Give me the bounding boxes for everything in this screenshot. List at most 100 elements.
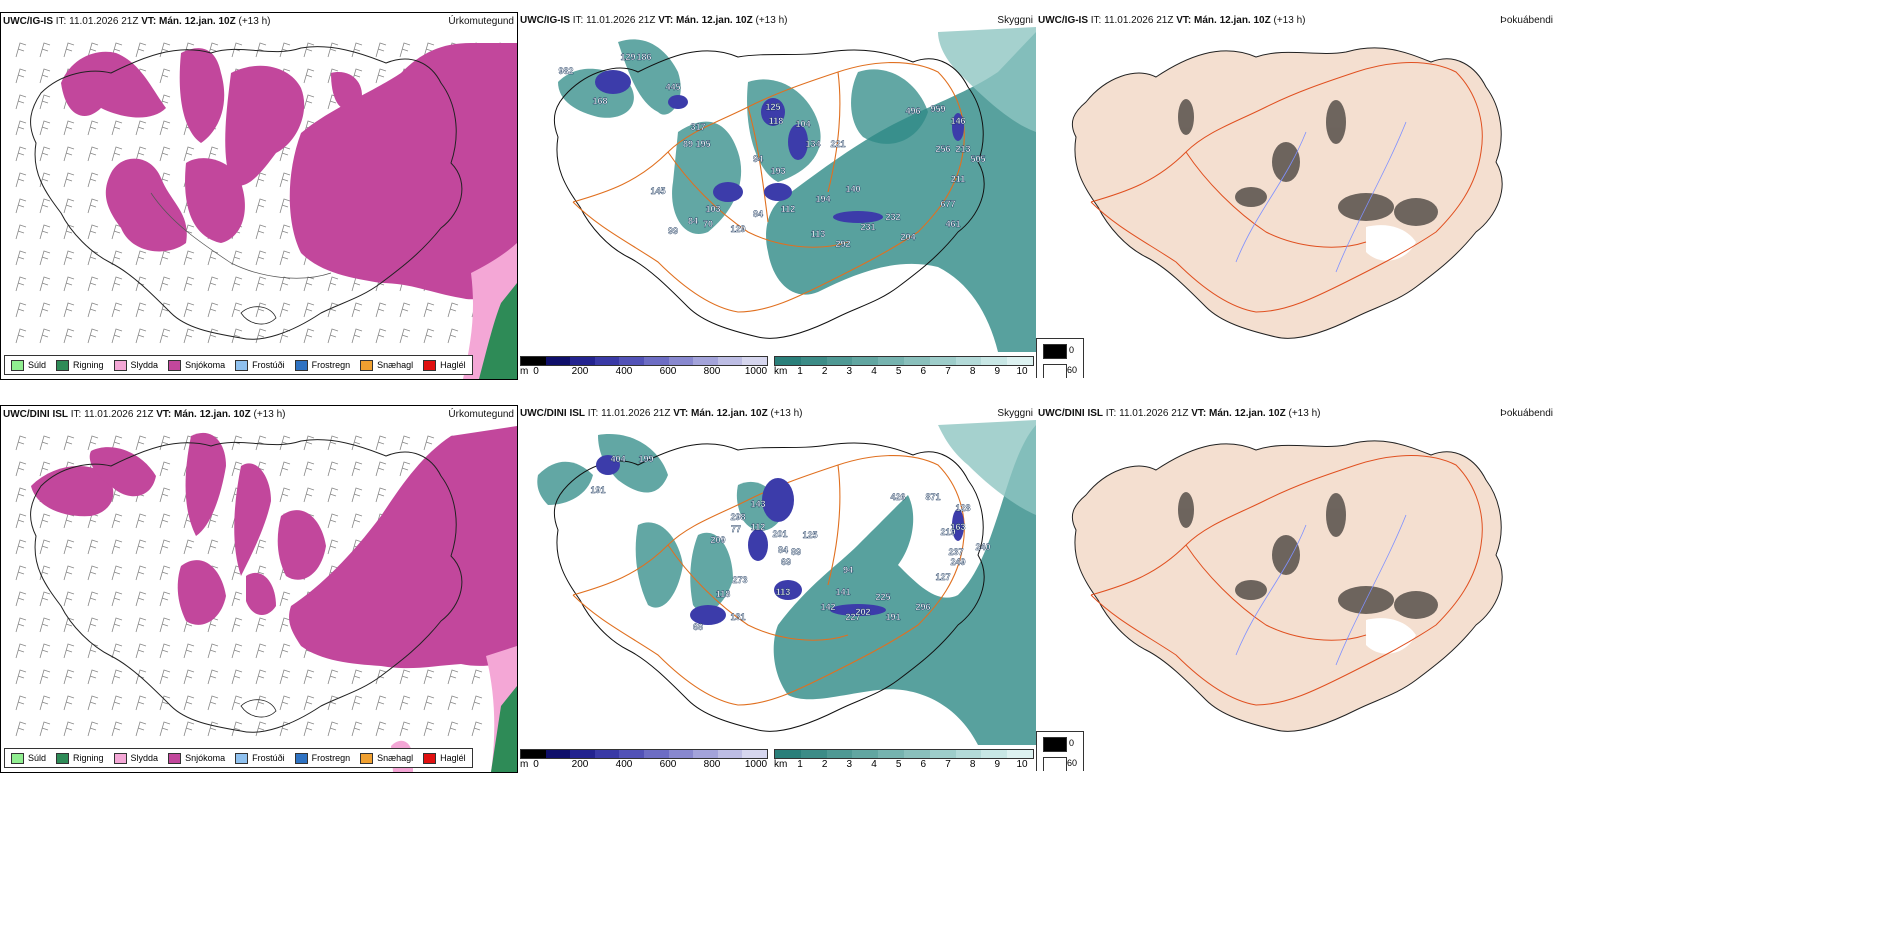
wind-barb bbox=[303, 669, 315, 685]
wind-barb bbox=[303, 42, 315, 58]
wind-barb bbox=[87, 721, 99, 737]
colorbar-swatch bbox=[826, 750, 853, 758]
wind-barb bbox=[183, 669, 195, 685]
legend-item: Rigning bbox=[56, 752, 104, 764]
wind-barb bbox=[231, 721, 243, 737]
colorbar-swatch bbox=[775, 357, 801, 365]
legend-item: Haglél bbox=[423, 752, 466, 764]
wind-barb bbox=[63, 328, 75, 344]
wind-barb bbox=[63, 695, 75, 711]
colorbar-tick: 9 bbox=[994, 366, 1001, 377]
colorbar-tick: 0 bbox=[533, 759, 539, 770]
wind-barb bbox=[15, 513, 27, 529]
ceiling-value: 77 bbox=[731, 524, 741, 534]
wind-barb bbox=[135, 617, 147, 633]
roads bbox=[1090, 62, 1483, 313]
wind-barb bbox=[375, 42, 387, 58]
colorbar-swatch bbox=[903, 750, 930, 758]
wind-barb bbox=[327, 513, 339, 529]
wind-barb bbox=[39, 669, 51, 685]
ceiling-value: 496 bbox=[905, 106, 920, 116]
fog-areas bbox=[1178, 492, 1438, 619]
fog-map-1 bbox=[1071, 47, 1503, 339]
colorbar-swatch bbox=[929, 750, 956, 758]
fog-index-panel-1: UWC/IG-IS IT: 11.01.2026 21Z VT: Mán. 12… bbox=[1036, 12, 1556, 378]
ceiling-value: 191 bbox=[590, 485, 605, 495]
ceiling-value: 84 bbox=[778, 545, 788, 555]
colorbar-swatch bbox=[955, 750, 982, 758]
wind-barb bbox=[15, 695, 27, 711]
colorbar-tick: 1 bbox=[797, 366, 803, 377]
iceland-land bbox=[1071, 440, 1503, 732]
iceland-outline bbox=[30, 46, 463, 340]
ceiling-value: 445 bbox=[665, 82, 680, 92]
wind-barb bbox=[255, 695, 267, 711]
ceiling-value: 221 bbox=[830, 139, 845, 149]
wind-barb bbox=[327, 276, 339, 292]
colorbar-tick: 1000 bbox=[744, 759, 768, 770]
wind-barb bbox=[15, 120, 27, 136]
wind-barb bbox=[183, 539, 195, 555]
wind-barb bbox=[351, 695, 363, 711]
ceiling-value: 404 bbox=[610, 454, 625, 464]
wind-barb bbox=[183, 643, 195, 659]
wind-barb bbox=[135, 302, 147, 318]
wind-barb bbox=[15, 643, 27, 659]
wind-barb bbox=[303, 721, 315, 737]
ceiling-value: 231 bbox=[860, 222, 875, 232]
colorbar-tick: 2 bbox=[821, 759, 828, 770]
fog-legend: 0 60 bbox=[1036, 731, 1084, 771]
wind-barb bbox=[87, 695, 99, 711]
wind-barb bbox=[15, 461, 27, 477]
wind-barb bbox=[207, 721, 219, 737]
ceiling-value: 186 bbox=[636, 52, 651, 62]
wind-barb bbox=[63, 617, 75, 633]
colorbar-swatch bbox=[775, 750, 801, 758]
wind-barb bbox=[303, 276, 315, 292]
colorbar-swatch bbox=[903, 357, 930, 365]
wind-barb bbox=[87, 669, 99, 685]
ceiling-value: 113 bbox=[776, 587, 791, 597]
wind-barb bbox=[231, 669, 243, 685]
wind-barb bbox=[111, 328, 123, 344]
wind-barb bbox=[159, 643, 171, 659]
colorbar-tick: 4 bbox=[871, 759, 877, 770]
wind-barb bbox=[351, 487, 363, 503]
panel-header: UWC/DINI ISL IT: 11.01.2026 21Z VT: Mán.… bbox=[1038, 408, 1321, 419]
ceiling-value: 70 bbox=[703, 219, 713, 229]
wind-barb bbox=[159, 591, 171, 607]
colorbar-swatch bbox=[570, 357, 595, 365]
legend-item: Snæhagl bbox=[360, 359, 413, 371]
colorbar-tick: 800 bbox=[703, 759, 721, 770]
wind-barb bbox=[135, 120, 147, 136]
ceiling-value: 677 bbox=[940, 199, 955, 209]
wind-barb bbox=[15, 224, 27, 240]
ceiling-value: 129 bbox=[730, 224, 745, 234]
wind-barb bbox=[63, 120, 75, 136]
ceiling-value: 249 bbox=[950, 557, 965, 567]
ceiling-value: 256 bbox=[935, 144, 950, 154]
wind-barb bbox=[135, 146, 147, 162]
wind-barb bbox=[255, 721, 267, 737]
ceiling-value: 127 bbox=[935, 572, 950, 582]
wind-barb bbox=[15, 617, 27, 633]
visibility-panel-1: 982 129 186 445 168 317 195 89 145 103 70 84 99 129 12… bbox=[518, 12, 1036, 378]
wind-barb bbox=[135, 435, 147, 451]
colorbar-swatch bbox=[717, 357, 743, 365]
colorbar-tick: 5 bbox=[895, 759, 902, 770]
wind-barb bbox=[327, 695, 339, 711]
legend-item: Frostregn bbox=[294, 752, 350, 764]
wind-barb bbox=[231, 591, 243, 607]
wind-barb bbox=[351, 328, 363, 344]
ceiling-value: 871 bbox=[925, 492, 940, 502]
wind-barb bbox=[111, 643, 123, 659]
ceiling-value: 146 bbox=[950, 116, 965, 126]
wind-barb bbox=[87, 539, 99, 555]
wind-barb bbox=[159, 120, 171, 136]
wind-barb bbox=[231, 276, 243, 292]
ceiling-value: 982 bbox=[558, 66, 573, 76]
colorbar-swatch bbox=[742, 750, 767, 758]
ceiling-value: 94 bbox=[753, 154, 763, 164]
ceiling-value: 317 bbox=[690, 122, 705, 132]
wind-barb bbox=[399, 302, 411, 318]
